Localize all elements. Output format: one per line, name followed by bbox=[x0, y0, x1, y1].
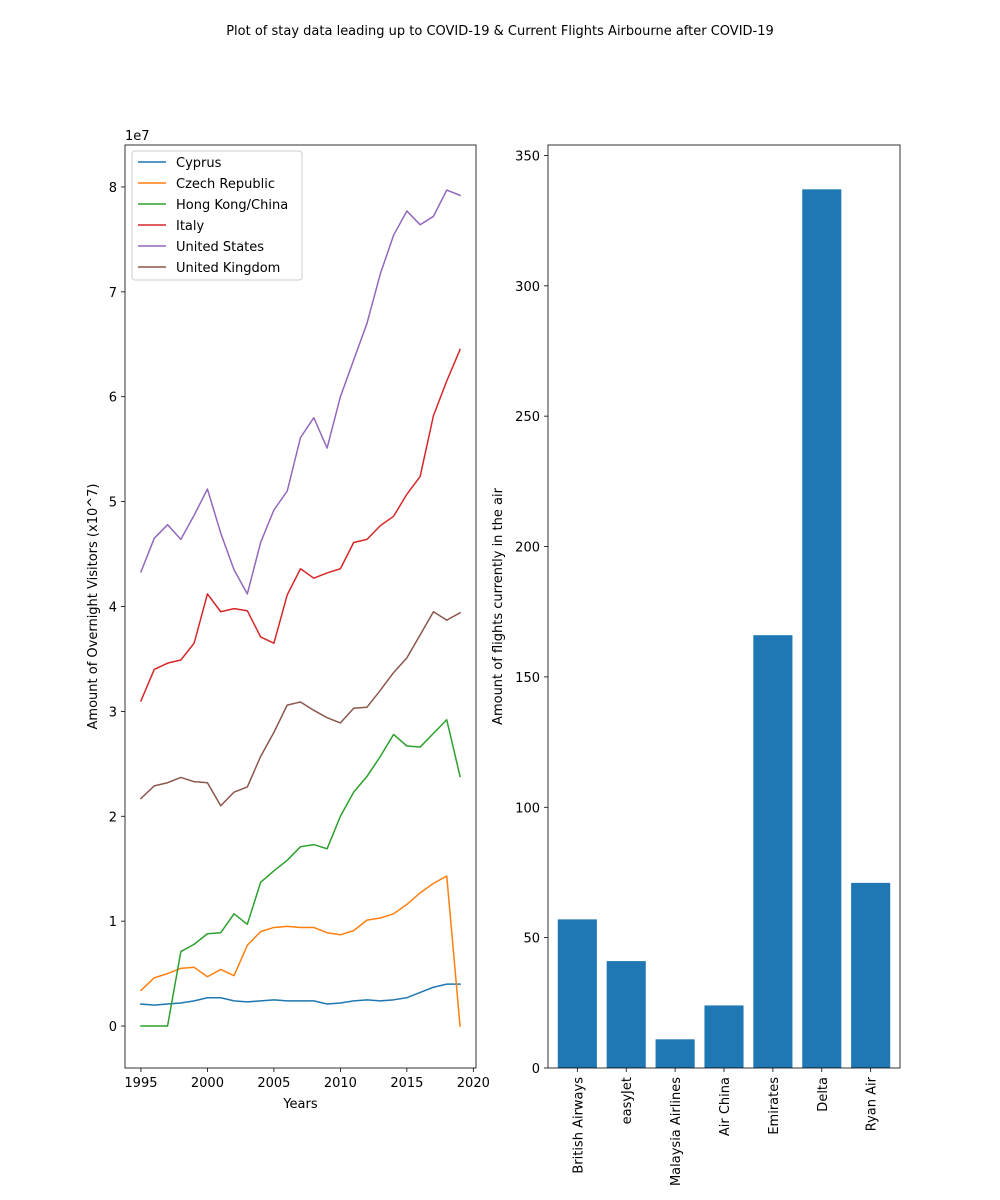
y-tick-label: 150 bbox=[515, 671, 540, 686]
y-tick-label: 0 bbox=[532, 1062, 540, 1077]
x-tick-label: 1995 bbox=[124, 1076, 157, 1091]
x-tick-label: easyJet bbox=[620, 1077, 635, 1124]
x-tick-label: Malaysia Airlines bbox=[669, 1077, 684, 1186]
y-tick-label: 3 bbox=[109, 705, 117, 720]
bar-1 bbox=[606, 961, 646, 1068]
y-tick-label: 300 bbox=[515, 280, 540, 295]
y-tick-label: 2 bbox=[109, 810, 117, 825]
series-line-5 bbox=[139, 610, 462, 807]
legend-box bbox=[131, 150, 303, 281]
figure-title: Plot of stay data leading up to COVID-19… bbox=[226, 24, 774, 39]
x-tick-label: 2015 bbox=[390, 1076, 423, 1091]
y-tick-label: 0 bbox=[109, 1020, 117, 1035]
x-axis-label: Years bbox=[282, 1097, 318, 1112]
y-axis-label: Amount of Overnight Visitors (x10^7) bbox=[86, 484, 101, 730]
bar-3 bbox=[704, 1005, 744, 1068]
legend-entry-2: Hong Kong/China bbox=[176, 198, 288, 213]
y-tick-label: 50 bbox=[523, 932, 540, 947]
bar-chart-flights-in-air: 0 50 100 150 200 250 300 350 British Airways easy… bbox=[491, 144, 901, 1186]
legend-entry-3: Italy bbox=[176, 219, 205, 234]
y-tick-label: 8 bbox=[109, 181, 117, 196]
y-tick-label: 6 bbox=[109, 391, 117, 406]
x-tick-label: Ryan Air bbox=[865, 1076, 880, 1131]
y-tick-label: 250 bbox=[515, 410, 540, 425]
y-tick-label: 5 bbox=[109, 496, 117, 511]
x-tick-label: 2005 bbox=[257, 1076, 290, 1091]
bar-5 bbox=[802, 189, 842, 1069]
bar-4 bbox=[753, 635, 793, 1068]
legend-entry-1: Czech Republic bbox=[176, 177, 275, 192]
x-tick-label: Emirates bbox=[767, 1077, 782, 1135]
x-tick-label: Delta bbox=[816, 1077, 831, 1112]
bar-2 bbox=[655, 1039, 695, 1068]
series-line-2 bbox=[140, 719, 461, 1027]
x-tick-label: 2000 bbox=[191, 1076, 224, 1091]
x-tick-label: 2020 bbox=[457, 1076, 490, 1091]
y-axis-label: Amount of flights currently in the air bbox=[491, 487, 506, 725]
y-tick-label: 100 bbox=[515, 801, 540, 816]
series-line-1 bbox=[139, 875, 461, 1027]
bar-6 bbox=[851, 882, 891, 1068]
bar-0 bbox=[557, 919, 597, 1068]
series-line-0 bbox=[140, 983, 461, 1006]
x-tick-label: 2010 bbox=[324, 1076, 357, 1091]
y-tick-label: 350 bbox=[515, 149, 540, 164]
y-tick-label: 1 bbox=[109, 915, 117, 930]
y-tick-label: 4 bbox=[109, 601, 117, 616]
line-chart-overnight-visitors: 1995 2000 2005 2010 2015 2020 0 1 2 3 4 5 6 7 8 1e7 Year… bbox=[86, 129, 490, 1112]
legend-entry-4: United States bbox=[176, 240, 264, 255]
y-offset-text: 1e7 bbox=[125, 129, 150, 144]
y-tick-label: 7 bbox=[109, 286, 117, 301]
x-tick-label: Air China bbox=[718, 1077, 733, 1136]
y-tick-label: 200 bbox=[515, 541, 540, 556]
series-line-3 bbox=[139, 348, 462, 702]
legend-entry-5: United Kingdom bbox=[176, 261, 280, 276]
x-tick-label: British Airways bbox=[571, 1077, 586, 1174]
legend-entry-0: Cyprus bbox=[176, 156, 222, 171]
series-line-4 bbox=[139, 189, 462, 595]
